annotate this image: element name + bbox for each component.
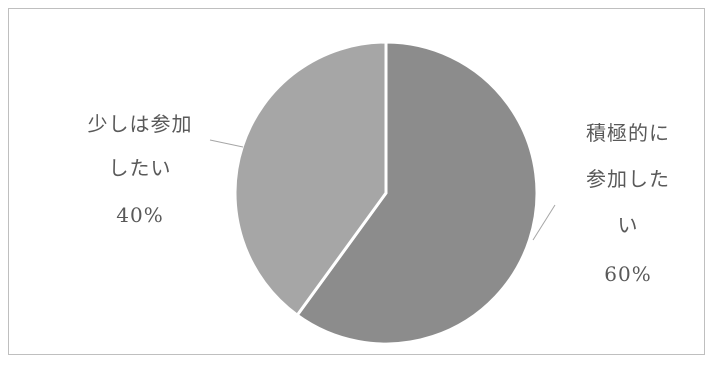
- slice-percent-label: 60%: [604, 262, 651, 286]
- leader-lines: [209, 139, 556, 241]
- pie-slices: [233, 40, 539, 346]
- slice-label-line: い: [618, 213, 639, 237]
- leader-line: [209, 139, 244, 148]
- slice-label-line: 参加した: [586, 167, 670, 191]
- slice-percent-label: 40%: [116, 203, 163, 227]
- pie-slice: [233, 40, 388, 317]
- leader-line: [532, 204, 556, 241]
- pie-slice: [295, 40, 539, 346]
- slice-label-line: したい: [109, 156, 172, 180]
- slice-label-line: 少しは参加: [88, 112, 193, 136]
- slice-label-line: 積極的に: [586, 121, 670, 145]
